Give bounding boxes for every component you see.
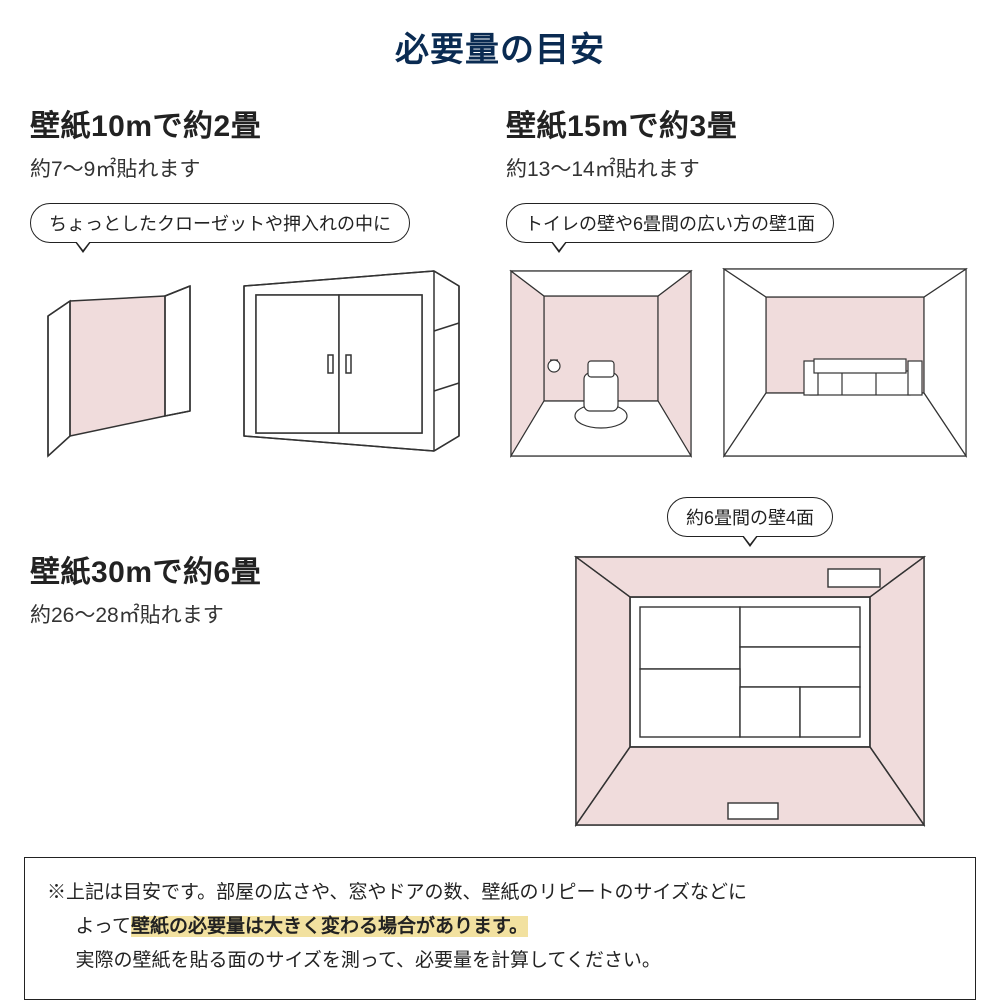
note-highlight: 壁紙の必要量は大きく変わる場合があります。 <box>131 916 528 937</box>
closet-icon <box>30 261 210 461</box>
sub-30m: 約26〜28㎡貼れます <box>30 599 500 629</box>
illus-row-10m <box>30 261 466 461</box>
toilet-room-icon <box>506 261 696 461</box>
page-title: 必要量の目安 <box>0 0 1000 71</box>
note-line3: 実際の壁紙を貼る面のサイズを測って、必要量を計算してください。 <box>47 944 953 978</box>
illus-row-15m <box>506 261 970 461</box>
heading-15m: 壁紙15mで約3畳 <box>506 101 970 145</box>
heading-30m: 壁紙30mで約6畳 <box>30 547 500 591</box>
note-box: ※上記は目安です。部屋の広さや、窓やドアの数、壁紙のリピートのサイズなどに よっ… <box>24 857 976 1000</box>
oshiire-icon <box>234 261 464 461</box>
room-one-wall-icon <box>720 261 970 461</box>
callout-15m: トイレの壁や6畳間の広い方の壁1面 <box>506 203 834 243</box>
note-line1: ※上記は目安です。部屋の広さや、窓やドアの数、壁紙のリピートのサイズなどに <box>47 882 747 903</box>
heading-10m: 壁紙10mで約2畳 <box>30 101 466 145</box>
sub-15m: 約13〜14㎡貼れます <box>506 153 970 183</box>
note-line2-prefix: よって <box>76 916 131 937</box>
section-15m: 壁紙15mで約3畳 約13〜14㎡貼れます トイレの壁や6畳間の広い方の壁1面 <box>506 101 970 461</box>
room-four-walls-icon <box>570 551 930 831</box>
sub-10m: 約7〜9㎡貼れます <box>30 153 466 183</box>
callout-30m: 約6畳間の壁4面 <box>667 497 833 537</box>
sections-grid: 壁紙10mで約2畳 約7〜9㎡貼れます ちょっとしたクローゼットや押入れの中に <box>0 71 1000 461</box>
section-30m: 壁紙30mで約6畳 約26〜28㎡貼れます 約6畳間の壁4面 <box>0 461 1000 831</box>
section-10m: 壁紙10mで約2畳 約7〜9㎡貼れます ちょっとしたクローゼットや押入れの中に <box>30 101 466 461</box>
callout-10m: ちょっとしたクローゼットや押入れの中に <box>30 203 410 243</box>
